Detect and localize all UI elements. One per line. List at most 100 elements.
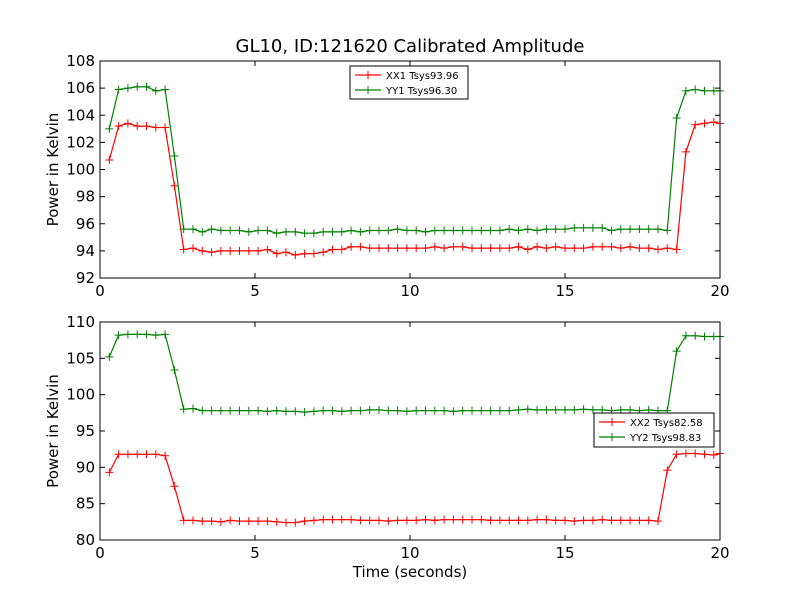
upper-legend-marker bbox=[364, 86, 372, 94]
upper-series-1-point bbox=[523, 225, 532, 234]
upper-series-0-point bbox=[468, 244, 476, 253]
lower-series-1-point bbox=[495, 406, 504, 415]
lower-series-0-point bbox=[672, 450, 681, 459]
lower-series-1-point bbox=[533, 405, 542, 414]
lower-series-1-point bbox=[282, 407, 290, 416]
upper-series-1-point bbox=[356, 227, 365, 236]
lower-series-1-point bbox=[133, 330, 142, 339]
upper-series-0-point bbox=[226, 246, 235, 255]
upper-series-1-point bbox=[421, 227, 430, 236]
lower-x-tick-label: 0 bbox=[95, 544, 105, 562]
upper-legend-box bbox=[349, 65, 469, 100]
upper-series-0-point bbox=[449, 242, 458, 251]
lower-series-0-point bbox=[235, 517, 244, 526]
lower-series-0-point bbox=[254, 517, 263, 526]
upper-series-0-point bbox=[151, 123, 160, 132]
x-axis-label: Time (seconds) bbox=[352, 563, 468, 581]
upper-series-1-point bbox=[309, 229, 318, 238]
upper-series-0-point bbox=[402, 244, 411, 253]
lower-series-0-point bbox=[282, 518, 290, 527]
upper-series-0-point bbox=[598, 242, 607, 251]
lower-series-1-point bbox=[123, 330, 132, 339]
lower-series-0-point bbox=[263, 517, 272, 526]
lower-series-1-point bbox=[449, 407, 458, 416]
lower-series-0-point bbox=[123, 450, 132, 459]
lower-series-0-point bbox=[663, 466, 672, 475]
lower-series-0-point bbox=[505, 516, 514, 525]
lower-series-0-point bbox=[635, 516, 644, 525]
lower-series-0-point bbox=[142, 450, 151, 459]
lower-series-1-point bbox=[114, 331, 123, 340]
upper-series-1-point bbox=[161, 85, 170, 94]
upper-series-0-point bbox=[440, 244, 449, 253]
upper-series-0-point bbox=[421, 244, 430, 253]
upper-x-tick-label: 0 bbox=[95, 282, 105, 300]
lower-series-0-point bbox=[384, 517, 393, 526]
lower-series-1-point bbox=[347, 406, 356, 415]
lower-x-tick-label: 5 bbox=[250, 544, 260, 562]
upper-series-1-point bbox=[393, 225, 402, 234]
upper-series-0-point bbox=[272, 249, 281, 258]
upper-series-1-point bbox=[254, 226, 263, 235]
upper-series-1-point bbox=[142, 82, 151, 91]
upper-series-0-point bbox=[198, 246, 207, 255]
lower-series-0-point bbox=[161, 451, 170, 460]
lower-series-0-point bbox=[691, 449, 700, 458]
upper-series-0-point bbox=[691, 120, 700, 129]
lower-legend-label: YY2 Tsys98.83 bbox=[629, 433, 701, 444]
upper-series-1-point bbox=[291, 227, 300, 236]
upper-series-0-point bbox=[654, 245, 662, 254]
lower-series-1-point bbox=[505, 406, 514, 415]
lower-series-1-point bbox=[561, 405, 569, 414]
upper-series-1-point bbox=[477, 226, 486, 235]
upper-series-1-point bbox=[272, 229, 281, 238]
upper-series-1-point bbox=[458, 226, 467, 235]
upper-series-1-point bbox=[561, 225, 569, 234]
lower-series-1-point bbox=[189, 404, 197, 413]
upper-series-0-point bbox=[337, 245, 346, 254]
lower-x-tick-label: 10 bbox=[400, 544, 419, 562]
lower-series-0-point bbox=[328, 515, 337, 524]
upper-series-1-point bbox=[384, 226, 393, 235]
upper-series-1-point bbox=[235, 226, 244, 235]
lower-legend: XX2 Tsys82.58 YY2 Tsys98.83 bbox=[593, 412, 715, 448]
lower-series-0-point bbox=[179, 516, 188, 525]
lower-series-1-point bbox=[272, 406, 281, 415]
upper-plot-panel: 0 5 10 15 20 92 94 96 98 100 102 104 106 108 Power in … bbox=[44, 52, 730, 300]
lower-series-0-point bbox=[495, 516, 504, 525]
lower-series-1-point bbox=[384, 406, 393, 415]
lower-series-0-point bbox=[244, 517, 253, 526]
lower-series-1-point bbox=[226, 406, 235, 415]
upper-series-0-point bbox=[235, 246, 244, 255]
lower-legend-marker bbox=[608, 433, 616, 441]
lower-x-tick-label: 20 bbox=[710, 544, 729, 562]
upper-x-tick-label: 20 bbox=[710, 282, 729, 300]
upper-series-0-point bbox=[672, 245, 681, 254]
lower-series-0-point bbox=[533, 515, 542, 524]
upper-legend-label: XX1 Tsys93.96 bbox=[386, 71, 459, 82]
upper-series-0-point bbox=[207, 248, 216, 257]
upper-series-0-point bbox=[282, 248, 290, 257]
upper-series-0-point bbox=[551, 242, 560, 251]
lower-series-0-point bbox=[523, 516, 532, 525]
upper-series-0-point bbox=[514, 242, 523, 251]
upper-series-1-point bbox=[533, 226, 542, 235]
lower-series-1-point bbox=[291, 407, 300, 416]
lower-series-1-point bbox=[151, 331, 160, 340]
lower-series-1-point bbox=[337, 407, 346, 416]
upper-series-0-point bbox=[430, 242, 439, 251]
lower-series-1-point bbox=[365, 405, 374, 414]
upper-series-1 bbox=[105, 82, 724, 238]
upper-series-0-point bbox=[105, 156, 114, 165]
lower-series-0-point bbox=[477, 515, 486, 524]
lower-series-1-point bbox=[207, 406, 216, 415]
lower-legend-box bbox=[593, 412, 715, 448]
lower-series-0-point bbox=[375, 516, 383, 525]
lower-series-1-point bbox=[105, 352, 114, 361]
lower-series-1-point bbox=[570, 405, 579, 414]
lower-series-0-point bbox=[542, 515, 551, 524]
lower-series-1-point bbox=[170, 365, 179, 374]
upper-series-1-point bbox=[607, 226, 616, 235]
lower-series-1-point bbox=[551, 405, 560, 414]
upper-series-0-point bbox=[458, 242, 467, 251]
